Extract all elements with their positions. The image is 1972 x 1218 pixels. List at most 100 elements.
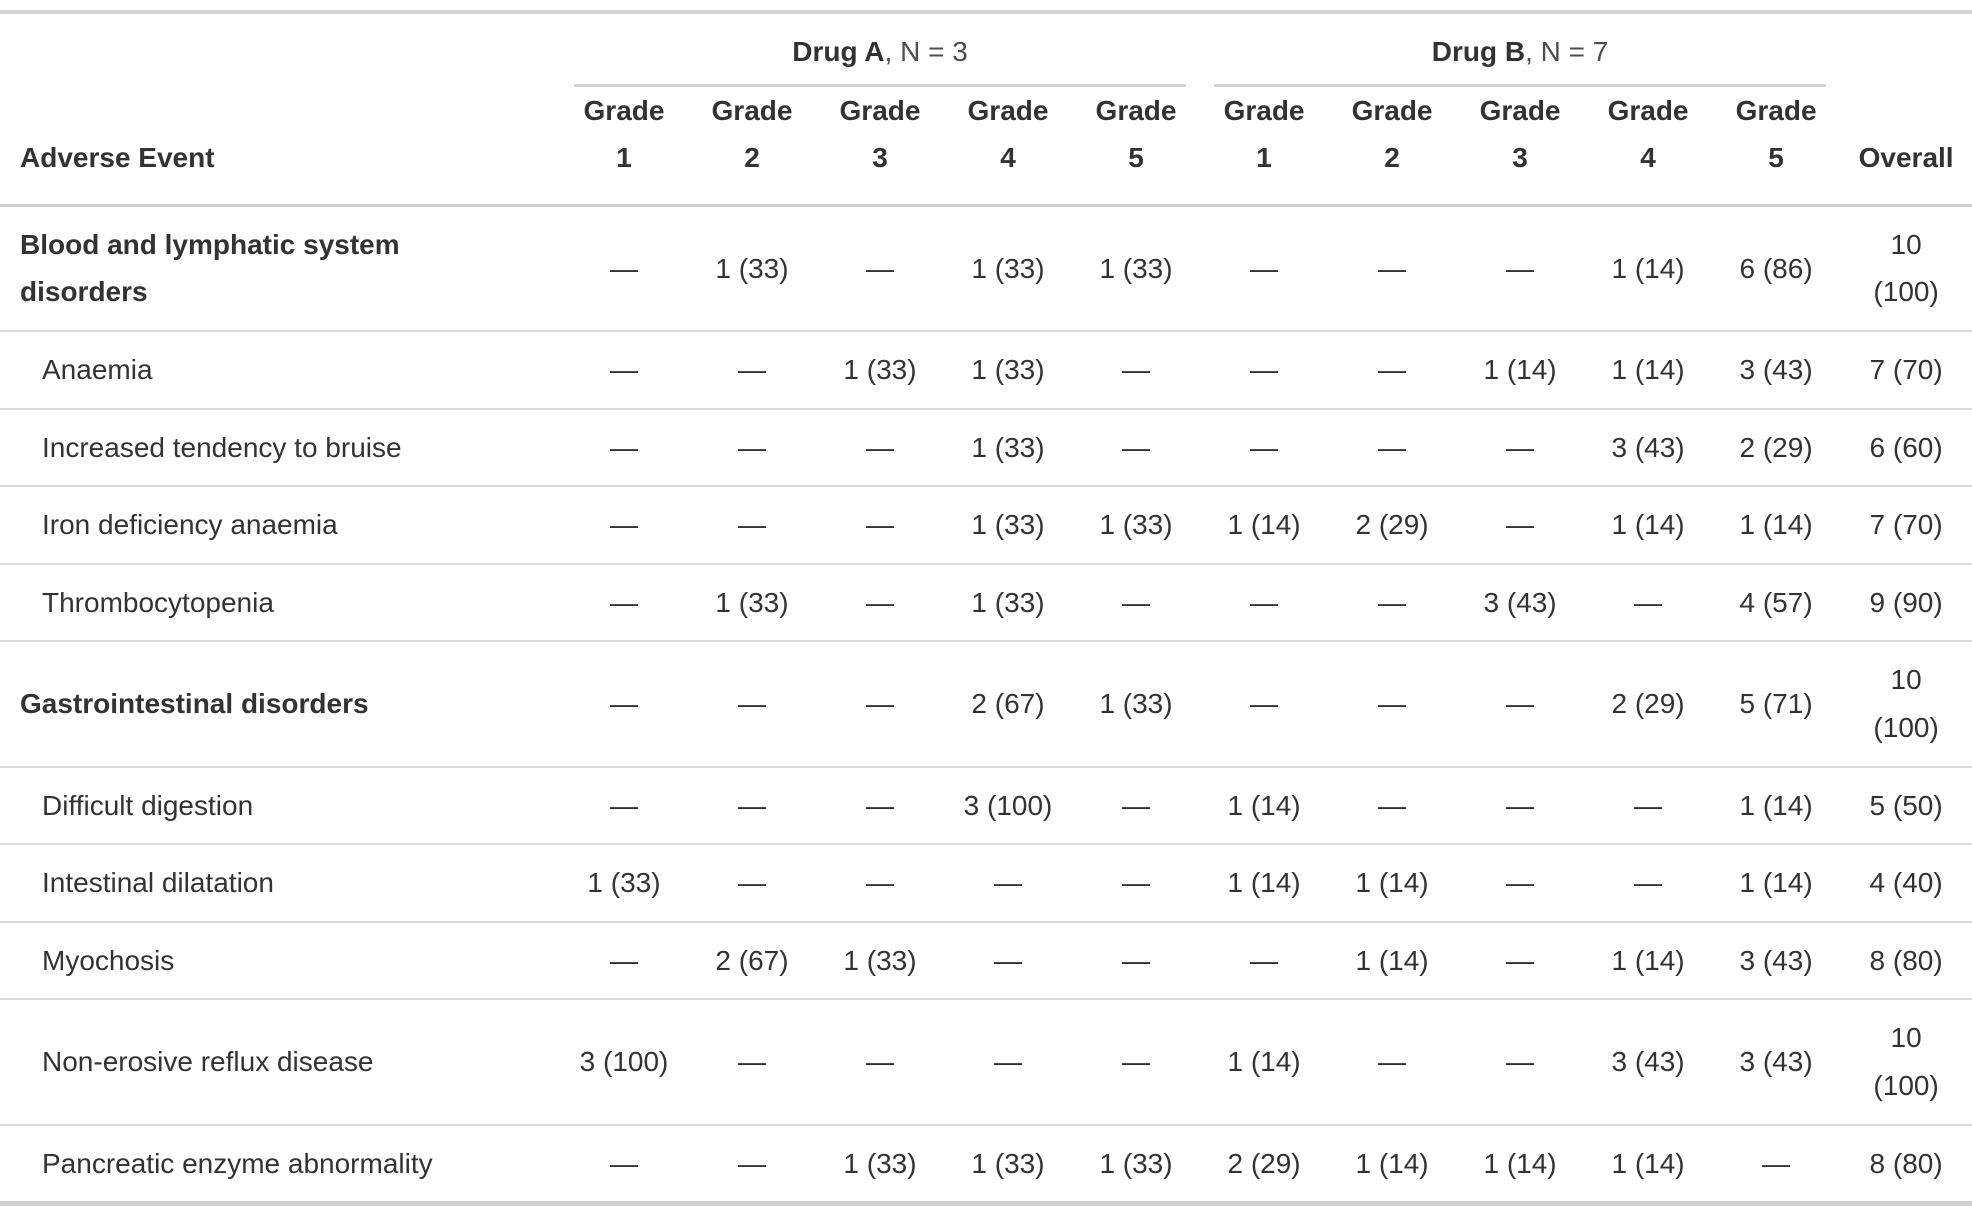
overall-value: 6 (60) [1869, 431, 1943, 463]
drug-b-grade-4-cell: — [1584, 563, 1713, 643]
drug-b-grade-2-cell: — [1328, 766, 1457, 846]
drug-b-grade-4-cell: — [1584, 766, 1713, 846]
drug-a-grade-2-cell: — [688, 844, 816, 923]
column-header-grade-b4: Grade 4 [1584, 86, 1713, 207]
table-row: Non-erosive reflux disease 3 (100) — — — —1 (… [0, 999, 1972, 1126]
adverse-event-label: Myochosis [42, 944, 175, 976]
drug-b-grade-3-cell: 1 (14) [1483, 1147, 1557, 1179]
grade-labels-row: Grade 1 Grade 2 Grade 3 Grade 4 Grade 5 Grade… [0, 86, 1972, 207]
drug-a-grade-5-cell: — [1072, 844, 1201, 923]
drug-b-grade-2-cell: — [1328, 999, 1457, 1126]
drug-b-grade-5-cell: 1 (14) [1712, 486, 1841, 565]
column-header-grade-a4: Grade 4 [944, 86, 1072, 207]
adverse-event-label: Pancreatic enzyme abnormality [42, 1147, 433, 1179]
drug-a-grade-4-cell: 3 (100) [944, 766, 1072, 846]
column-header-grade-a2: Grade 2 [688, 86, 816, 207]
drug-a-grade-1-cell: 3 (100) [560, 999, 688, 1126]
adverse-event-cell: Non-erosive reflux disease [0, 999, 560, 1126]
drug-a-grade-2-cell: 1 (33) [688, 205, 816, 332]
drug-b-grade-2-cell: — [1328, 330, 1457, 410]
drug-b-grade-5-cell: 3 (43) [1712, 921, 1841, 1001]
table-row: Myochosis —2 (67) 1 (33) — — —1 (14) —1 (14) 3 … [0, 921, 1972, 1001]
overall-cell: 10 (100) [1840, 205, 1972, 332]
drug-b-grade-3-cell: — [1456, 921, 1585, 1001]
drug-b-grade-1-cell: — [1200, 563, 1329, 643]
spanner-drug-a: Drug A, N = 3 [560, 12, 1200, 87]
overall-cell: 5 (50) [1840, 766, 1972, 846]
overall-value: 10 (100) [1873, 228, 1939, 308]
table-row: Difficult digestion — — —3 (100) —1 (14) — — —1… [0, 766, 1972, 846]
overall-value: 4 (40) [1869, 867, 1943, 899]
drug-b-grade-5-cell: — [1762, 1147, 1791, 1179]
drug-b-grade-5-cell: 5 (71) [1712, 641, 1841, 768]
adverse-event-cell: Difficult digestion [0, 766, 560, 846]
drug-b-grade-4-cell: 1 (14) [1584, 486, 1713, 565]
drug-a-grade-5-cell: — [1072, 330, 1201, 410]
table-row: Pancreatic enzyme abnormality — — 1 (33) 1 (… [0, 1125, 1972, 1204]
drug-b-grade-1-cell: — [1200, 641, 1329, 768]
drug-b-grade-3-cell: — [1456, 486, 1585, 565]
drug-b-grade-5-cell: 3 (43) [1712, 330, 1841, 410]
column-header-grade-a3: Grade 3 [816, 86, 944, 207]
drug-b-grade-1-cell: 1 (14) [1200, 999, 1329, 1126]
adverse-event-cell: Pancreatic enzyme abnormality [0, 1125, 560, 1204]
overall-cell: 10 (100) [1840, 641, 1972, 768]
drug-a-grade-2-cell: — [688, 766, 816, 846]
adverse-event-label: Thrombocytopenia [42, 586, 274, 618]
drug-b-grade-5-cell: 1 (14) [1712, 844, 1841, 923]
drug-b-grade-3-cell: 1 (14) [1456, 330, 1585, 410]
adverse-event-cell: Increased tendency to bruise [0, 408, 560, 488]
drug-b-grade-1-cell: — [1200, 330, 1329, 410]
adverse-event-cell: Intestinal dilatation [0, 844, 560, 923]
overall-cell: 7 (70) [1840, 486, 1972, 565]
table-header: Adverse Event Drug A, N = 3 Drug B, N = … [0, 12, 1972, 207]
drug-b-grade-4-cell: 3 (43) [1584, 999, 1713, 1126]
adverse-events-table: Adverse Event Drug A, N = 3 Drug B, N = … [0, 10, 1972, 1207]
drug-b-grade-4-cell: 1 (14) [1584, 921, 1713, 1001]
drug-b-grade-4-cell: 1 (14) [1611, 1147, 1685, 1179]
drug-a-grade-3-cell: — [816, 408, 944, 488]
column-header-grade-b3: Grade 3 [1456, 86, 1585, 207]
adverse-event-cell: Anaemia [0, 330, 560, 410]
drug-a-grade-5-cell: — [1072, 408, 1201, 488]
drug-b-grade-3-cell: 3 (43) [1456, 563, 1585, 643]
drug-b-grade-2-cell: 1 (14) [1355, 1147, 1429, 1179]
drug-a-grade-2-cell: 1 (33) [688, 563, 816, 643]
drug-b-grade-3-cell: — [1456, 844, 1585, 923]
drug-b-grade-1-cell: — [1200, 408, 1329, 488]
table-row: Iron deficiency anaemia — — —1 (33) 1 (33) 1 … [0, 486, 1972, 565]
overall-cell: 10 (100) [1840, 999, 1972, 1126]
drug-a-grade-4-cell: 2 (67) [944, 641, 1072, 768]
adverse-event-label: Difficult digestion [42, 789, 254, 821]
drug-a-grade-3-cell: — [816, 641, 944, 768]
adverse-event-cell: Gastrointestinal disorders [0, 641, 560, 768]
table-row: Gastrointestinal disorders — — —2 (67) 1 (33… [0, 641, 1972, 768]
drug-a-grade-1-cell: — [560, 921, 688, 1001]
drug-a-grade-5-cell: — [1072, 999, 1201, 1126]
drug-a-grade-1-cell: — [560, 205, 688, 332]
column-header-overall: Overall [1840, 12, 1972, 207]
overall-cell: 6 (60) [1840, 408, 1972, 488]
spanner-drug-b: Drug B, N = 7 [1200, 12, 1840, 87]
table-row: Intestinal dilatation 1 (33) — — — —1 (14) 1 (… [0, 844, 1972, 923]
drug-b-grade-4-cell: 2 (29) [1584, 641, 1713, 768]
overall-cell: 8 (80) [1840, 1125, 1972, 1204]
table-row: Blood and lymphatic system disorders —1 (… [0, 205, 1972, 332]
column-header-grade-b1: Grade 1 [1200, 86, 1329, 207]
drug-a-grade-4-cell: 1 (33) [944, 563, 1072, 643]
drug-b-grade-2-cell: — [1328, 205, 1457, 332]
drug-b-grade-3-cell: — [1456, 641, 1585, 768]
overall-value: 10 (100) [1873, 664, 1939, 743]
overall-value: 8 (80) [1869, 944, 1943, 976]
drug-a-grade-4-cell: 1 (33) [944, 408, 1072, 488]
table-body: Blood and lymphatic system disorders —1 (… [0, 205, 1972, 1203]
overall-value: 7 (70) [1869, 509, 1943, 541]
drug-b-grade-1-cell: — [1200, 921, 1329, 1001]
drug-a-grade-2-cell: 2 (67) [688, 921, 816, 1001]
drug-a-grade-1-cell: — [560, 641, 688, 768]
drug-b-grade-5-cell: 4 (57) [1712, 563, 1841, 643]
drug-b-grade-1-cell: 1 (14) [1200, 844, 1329, 923]
overall-value: 8 (80) [1869, 1147, 1943, 1179]
drug-a-grade-4-cell: — [944, 921, 1072, 1001]
